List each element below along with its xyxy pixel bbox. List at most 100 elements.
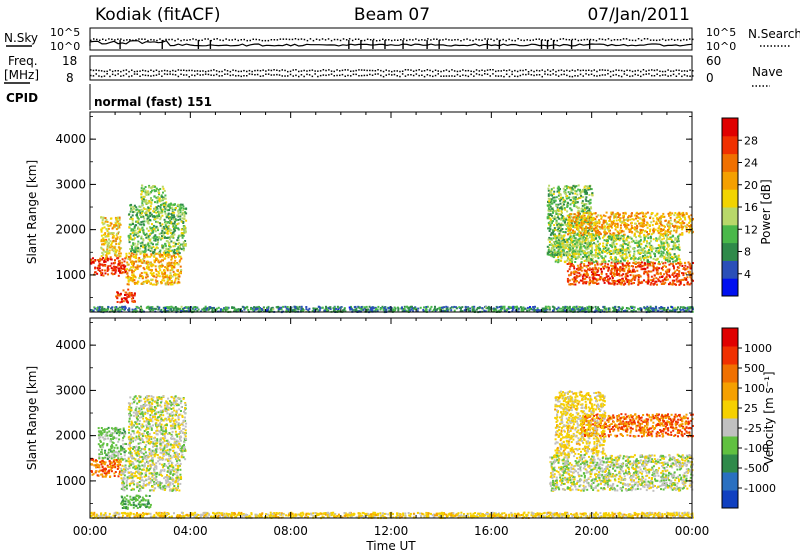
nsearch-dot xyxy=(355,39,357,41)
data-cell xyxy=(575,199,577,201)
nave-dot xyxy=(98,75,100,77)
data-cell xyxy=(168,262,170,264)
data-cell xyxy=(584,212,586,214)
nsearch-dot xyxy=(186,40,188,42)
data-cell xyxy=(130,277,132,279)
data-cell xyxy=(154,234,156,236)
data-cell xyxy=(675,231,677,233)
data-cell xyxy=(158,273,160,275)
freq-dot xyxy=(303,70,305,72)
data-cell xyxy=(650,240,652,242)
freq-dot xyxy=(167,70,169,72)
data-cell xyxy=(168,213,170,215)
data-cell xyxy=(124,260,126,262)
data-cell xyxy=(564,209,566,211)
data-cell xyxy=(656,269,658,271)
data-cell xyxy=(100,272,102,274)
nave-dot xyxy=(224,74,226,76)
nave-dot xyxy=(407,74,409,76)
freq-dot xyxy=(673,70,675,72)
data-cell xyxy=(181,248,183,250)
data-cell xyxy=(143,218,145,220)
nave-dot xyxy=(583,75,585,77)
nave-dot xyxy=(167,74,169,76)
data-cell xyxy=(623,284,625,286)
data-cell xyxy=(164,270,166,272)
data-cell xyxy=(577,201,579,203)
data-cell xyxy=(108,242,110,244)
data-cell xyxy=(652,269,654,271)
data-cell xyxy=(139,209,141,211)
data-cell xyxy=(157,217,159,219)
nave-dot xyxy=(364,75,366,77)
data-cell xyxy=(102,223,104,225)
data-cell xyxy=(598,257,600,259)
data-cell xyxy=(185,212,187,214)
nsky-label: N.Sky xyxy=(4,31,38,45)
freq-dot xyxy=(443,70,445,72)
freq-dot xyxy=(473,71,475,73)
data-cell xyxy=(658,250,660,252)
data-cell xyxy=(145,277,147,279)
data-cell xyxy=(178,250,180,252)
data-cell xyxy=(570,264,572,266)
data-cell xyxy=(627,244,629,246)
data-cell xyxy=(163,198,165,200)
nsearch-dot xyxy=(204,38,206,40)
freq-dot xyxy=(221,71,223,73)
station-title: Kodiak (fitACF) xyxy=(95,5,221,25)
freq-dot xyxy=(323,69,325,71)
freq-dot xyxy=(189,70,191,72)
nave-dot xyxy=(325,75,327,77)
data-cell xyxy=(661,230,663,232)
data-cell xyxy=(630,229,632,231)
nave-dot xyxy=(175,74,177,76)
data-cell xyxy=(647,273,649,275)
data-cell xyxy=(645,216,647,218)
data-cell xyxy=(635,223,637,225)
data-cell xyxy=(118,219,120,221)
nave-dot xyxy=(131,75,133,77)
data-cell xyxy=(675,244,677,246)
data-cell xyxy=(604,282,606,284)
data-cell xyxy=(653,266,655,268)
data-cell xyxy=(135,255,137,257)
data-cell xyxy=(587,242,589,244)
nave-dot xyxy=(659,75,661,77)
data-cell xyxy=(623,270,625,272)
data-cell xyxy=(579,193,581,195)
nave-dot xyxy=(561,74,563,76)
data-cell xyxy=(674,212,676,214)
data-cell xyxy=(131,228,133,230)
data-cell xyxy=(671,223,673,225)
data-cell xyxy=(572,279,574,281)
data-cell xyxy=(567,230,569,232)
nave-dot xyxy=(104,75,106,77)
data-cell xyxy=(658,280,660,282)
data-cell xyxy=(174,273,176,275)
data-cell xyxy=(648,224,650,226)
data-cell xyxy=(582,209,584,211)
data-cell xyxy=(567,215,569,217)
data-cell xyxy=(661,215,663,217)
freq-dot xyxy=(104,71,106,73)
freq-dot xyxy=(232,69,234,71)
data-cell xyxy=(103,234,105,236)
data-cell xyxy=(555,251,557,253)
data-cell xyxy=(640,236,642,238)
data-cell xyxy=(180,258,182,260)
data-cell xyxy=(161,232,163,234)
nsearch-dot xyxy=(90,40,92,42)
nave-dot xyxy=(328,74,330,76)
nave-dot xyxy=(574,75,576,77)
data-cell xyxy=(178,278,180,280)
data-cell xyxy=(105,236,107,238)
data-cell xyxy=(595,212,597,214)
data-cell xyxy=(638,241,640,243)
data-cell xyxy=(114,262,116,264)
data-cell xyxy=(549,228,551,230)
data-cell xyxy=(665,254,667,256)
nsearch-dot xyxy=(617,39,619,41)
data-cell xyxy=(655,223,657,225)
freq-dot xyxy=(96,69,98,71)
